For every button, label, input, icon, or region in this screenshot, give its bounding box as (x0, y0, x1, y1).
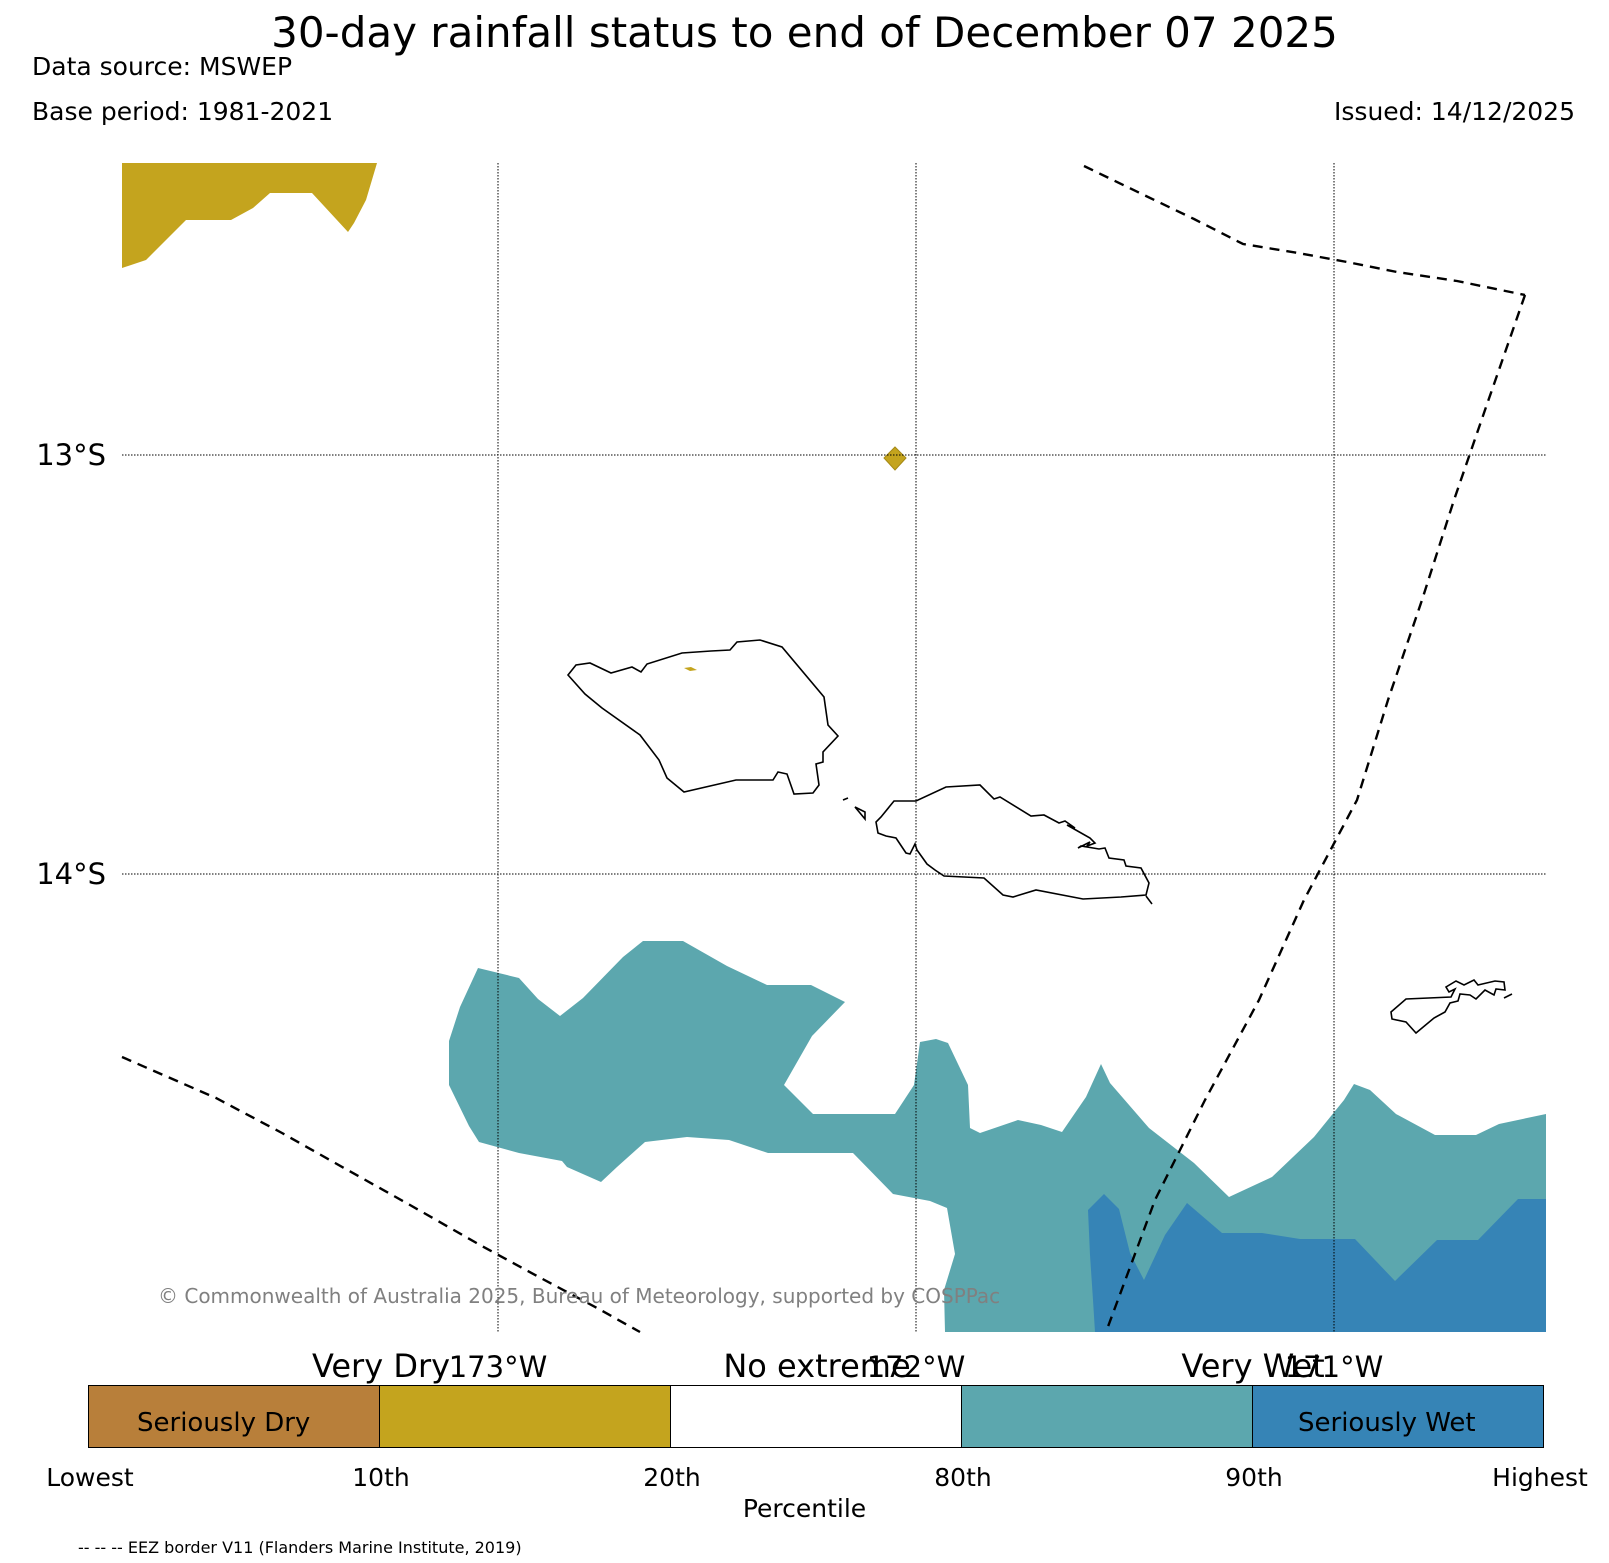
base-period: Base period: 1981-2021 (32, 97, 334, 126)
savaii-island-outline (566, 639, 840, 795)
category-very-wet: Very Wet (1181, 1347, 1325, 1385)
eez-border-north (1083, 164, 1526, 297)
legend-very-dry (380, 1386, 671, 1447)
very-dry-region-small (883, 446, 907, 471)
data-source: Data source: MSWEP (32, 52, 293, 81)
lon-label-173w: 173°W (449, 1350, 548, 1384)
map-title: 30-day rainfall status to end of Decembe… (271, 8, 1338, 57)
seriously-wet-label: Seriously Wet (1298, 1408, 1476, 1438)
percentile-axis-title: Percentile (742, 1494, 867, 1523)
tutuila-east-tip-outline (1503, 993, 1513, 999)
eez-border-note: -- -- -- EEZ border V11 (Flanders Marine… (78, 1538, 522, 1557)
upolu-island-outline (875, 784, 1150, 900)
tutuila-island-outline (1390, 978, 1506, 1035)
lat-label-13s: 13°S (36, 438, 106, 472)
upolu-east-tip-outline (1145, 895, 1153, 905)
issued-date: Issued: 14/12/2025 (1334, 97, 1575, 126)
eez-border-southwest (121, 1055, 641, 1334)
copyright-notice: © Commonwealth of Australia 2025, Bureau… (158, 1284, 1000, 1308)
tick-90th: 90th (1225, 1463, 1283, 1492)
lat-label-14s: 14°S (36, 857, 106, 891)
eez-border-east (1104, 294, 1527, 1333)
percentile-colorbar: Seriously Dry Seriously Wet (88, 1385, 1544, 1448)
tick-20th: 20th (643, 1463, 701, 1492)
category-very-dry: Very Dry (311, 1347, 451, 1385)
tick-10th: 10th (352, 1463, 410, 1492)
very-wet-region (449, 941, 1546, 1332)
legend-seriously-wet: Seriously Wet (1253, 1386, 1543, 1447)
tick-80th: 80th (934, 1463, 992, 1492)
tick-highest: Highest (1492, 1463, 1588, 1492)
legend-no-extreme (671, 1386, 962, 1447)
seriously-wet-region (1088, 1194, 1546, 1332)
manono-island-outline (854, 806, 866, 822)
tick-lowest: Lowest (46, 1463, 134, 1492)
category-no-extreme: No extreme (723, 1347, 911, 1385)
very-dry-region-savaii (684, 667, 697, 671)
lon-label-171w: 171°W (1285, 1350, 1384, 1384)
lon-label-172w: 172°W (867, 1350, 966, 1384)
seriously-dry-label: Seriously Dry (137, 1408, 311, 1438)
islet-outline (842, 797, 849, 801)
legend-seriously-dry: Seriously Dry (89, 1386, 380, 1447)
legend-very-wet (962, 1386, 1253, 1447)
very-dry-region-northwest (122, 163, 377, 268)
